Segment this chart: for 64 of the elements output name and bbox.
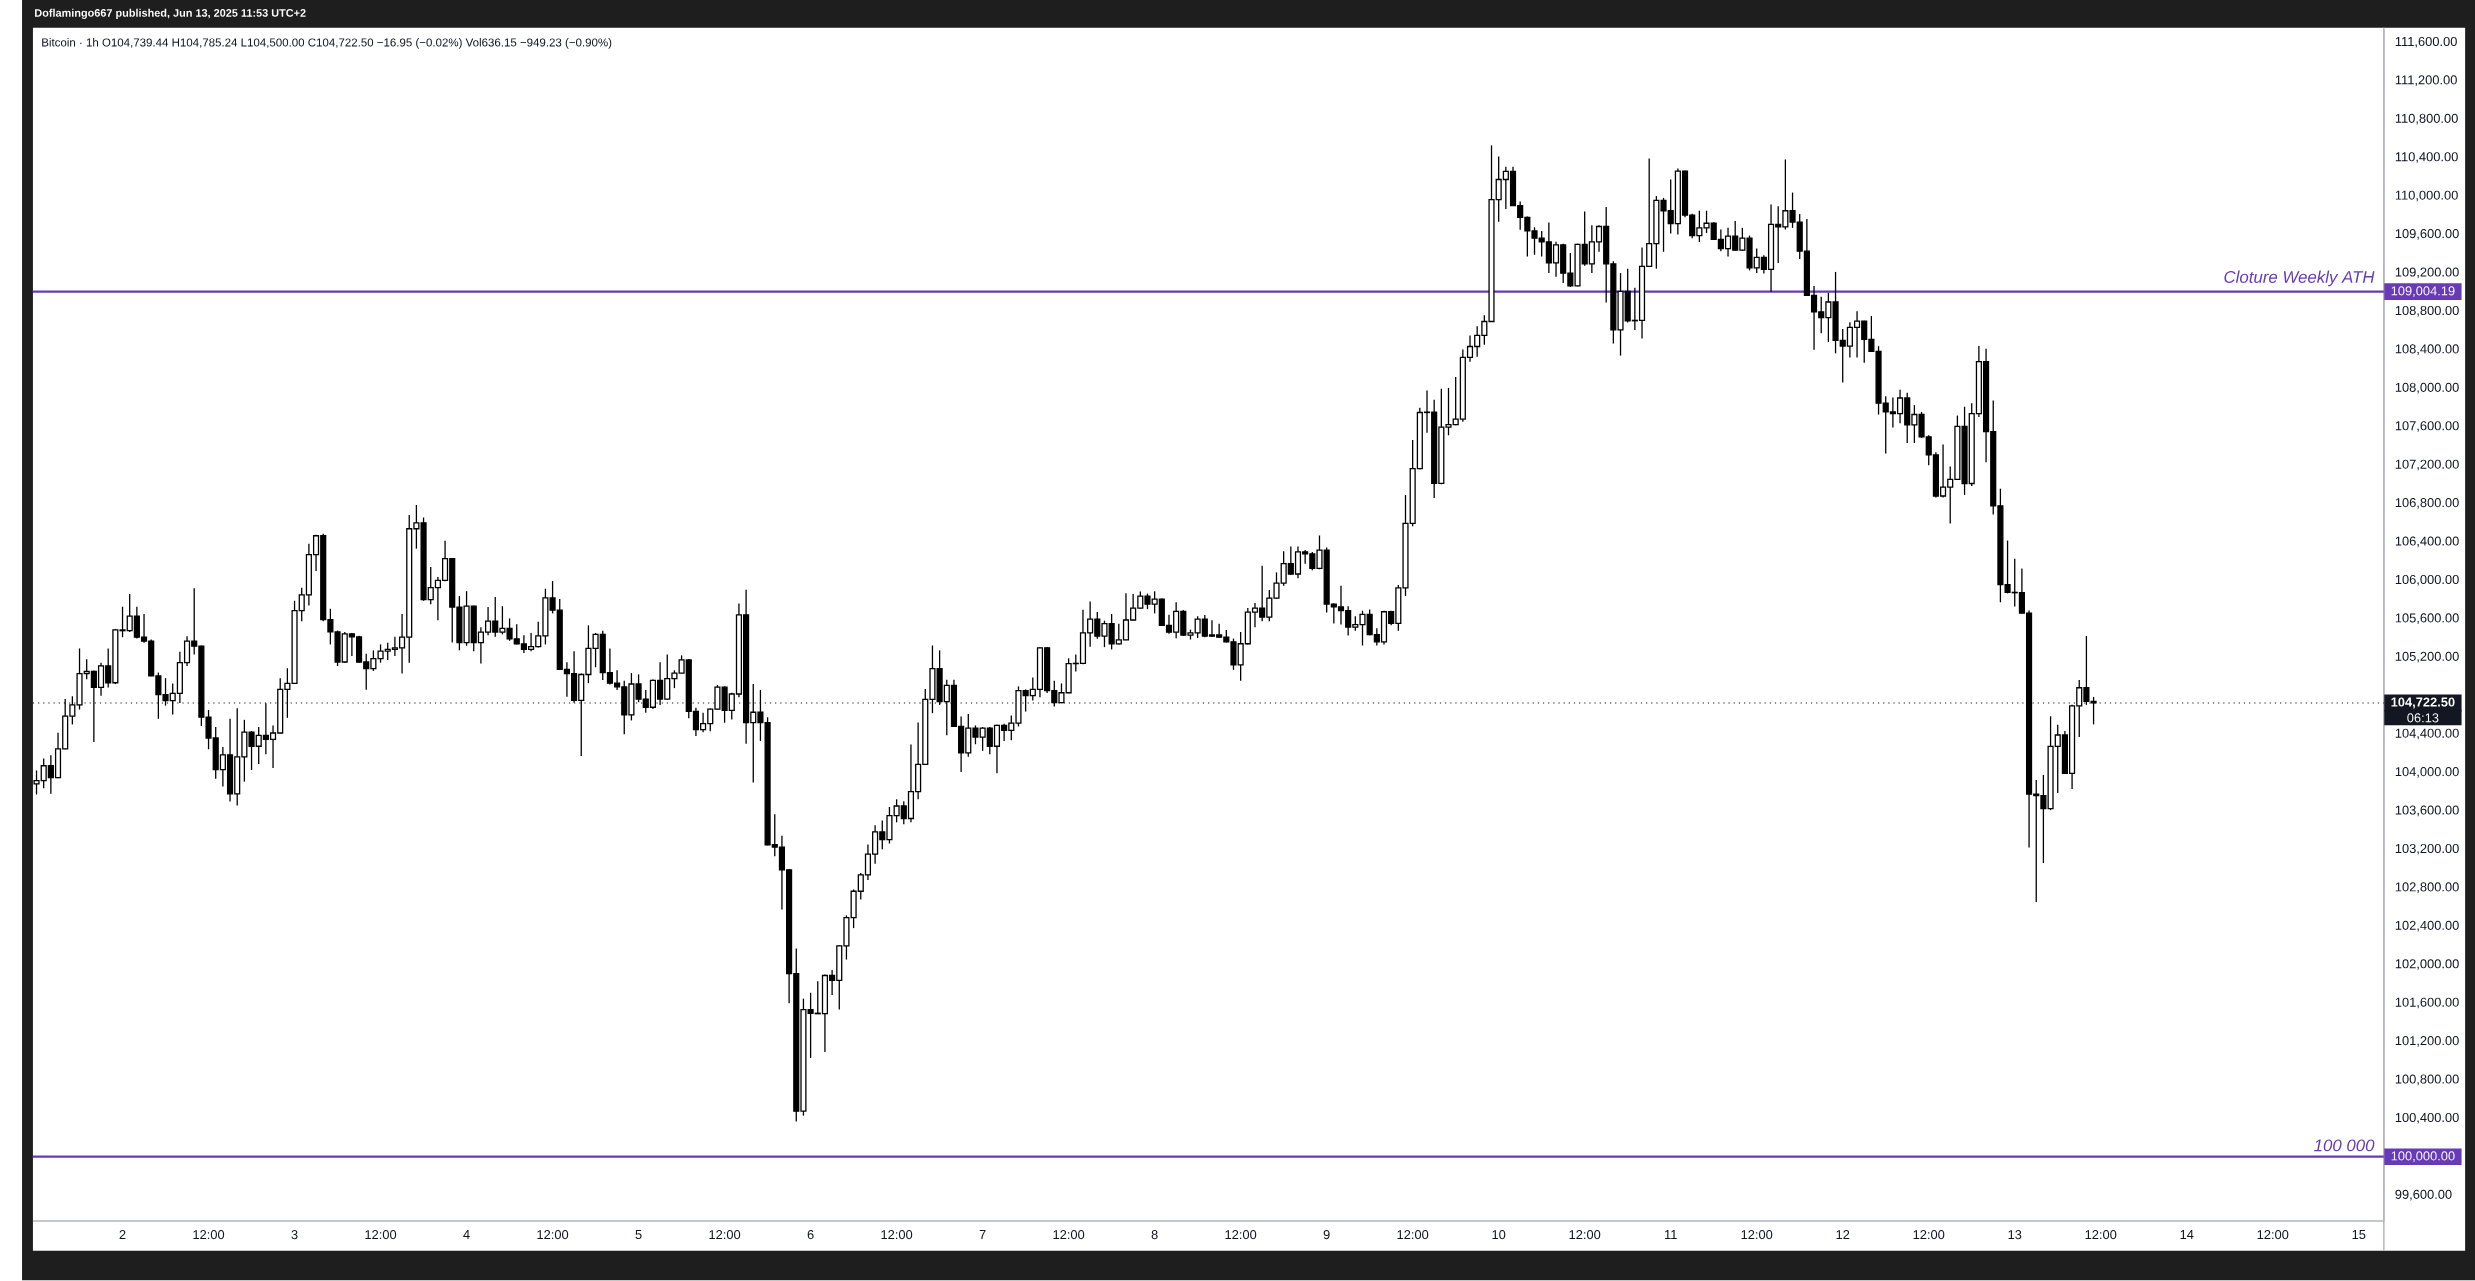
x-tick-label: 12	[1836, 1230, 1850, 1240]
x-tick-label: 2	[119, 1230, 126, 1240]
x-tick-label: 3	[291, 1230, 298, 1240]
ref-line-label: Cloture Weekly ATH	[2224, 270, 2375, 287]
x-tick-label: 7	[979, 1230, 986, 1240]
y-tick-label: 109,200.00	[2395, 267, 2459, 279]
ref-line-label: 104,722.50	[2391, 697, 2455, 709]
y-tick-label: 109,600.00	[2395, 229, 2459, 240]
text: 109,004.19	[2391, 286, 2455, 298]
y-tick-label: 103,200.00	[2395, 844, 2459, 855]
y-tick-label: 106,800.00	[2395, 498, 2459, 509]
x-tick-label: 12:00	[1053, 1230, 1085, 1240]
x-tick-label: 12:00	[537, 1230, 569, 1240]
y-tick-label: 100,800.00	[2395, 1074, 2459, 1086]
x-tick-label: 10	[1492, 1230, 1506, 1240]
x-tick-label: 12:00	[1741, 1230, 1773, 1240]
x-tick-label: 6	[807, 1230, 814, 1240]
x-tick-label: 8	[1151, 1230, 1158, 1240]
y-tick-label: 101,200.00	[2395, 1036, 2459, 1047]
text: 06:13	[2407, 713, 2439, 723]
y-tick-label: 99,600.00	[2395, 1190, 2452, 1201]
y-tick-label: 105,200.00	[2395, 652, 2459, 663]
x-tick-label: 12:00	[193, 1230, 225, 1240]
x-tick-label: 12:00	[1397, 1230, 1429, 1240]
y-tick-label: 100,400.00	[2395, 1113, 2459, 1124]
y-tick-label: 107,600.00	[2395, 421, 2459, 433]
x-tick-label: 4	[463, 1230, 470, 1240]
text: 100,000.00	[2391, 1151, 2455, 1163]
y-tick-label: 111,200.00	[2395, 75, 2457, 87]
x-tick-label: 12:00	[2085, 1230, 2117, 1240]
x-tick-label: 15	[2352, 1230, 2366, 1240]
x-tick-label: 12:00	[365, 1230, 397, 1240]
y-tick-label: 110,000.00	[2395, 190, 2458, 202]
y-tick-label: 102,800.00	[2395, 882, 2459, 894]
x-tick-label: 11	[1665, 1230, 1677, 1240]
y-tick-label: 101,600.00	[2395, 997, 2459, 1009]
x-tick-label: 12:00	[881, 1230, 913, 1240]
text: Bitcoin · 1h O104,739.44 H104,785.24 L104,500.00 C104,722.50 −16.95 (−0.02%) Vol636.15 −949.23 (−0.90%)	[42, 38, 612, 50]
x-tick-label: 9	[1323, 1230, 1330, 1240]
y-tick-label: 102,000.00	[2395, 959, 2459, 971]
y-tick-label: 106,400.00	[2395, 536, 2459, 548]
y-tick-label: 107,200.00	[2395, 459, 2459, 471]
y-tick-label: 104,000.00	[2395, 767, 2459, 778]
y-tick-label: 110,800.00	[2395, 114, 2458, 125]
y-tick-label: 110,400.00	[2395, 152, 2458, 164]
y-tick-label: 104,400.00	[2395, 728, 2459, 740]
y-tick-label: 102,400.00	[2395, 921, 2459, 932]
chart-subtitle: Doflamingo667 published, Jun 13, 2025 11:53 UTC+2	[35, 9, 306, 20]
y-tick-label: 103,600.00	[2395, 805, 2459, 817]
y-tick-label: 111,600.00	[2395, 37, 2457, 48]
y-tick-label: 108,400.00	[2395, 344, 2459, 356]
y-tick-label: 108,000.00	[2395, 383, 2459, 394]
ref-line-label: 100 000	[2314, 1139, 2375, 1152]
x-tick-label: 5	[635, 1230, 642, 1240]
x-tick-label: 13	[2008, 1230, 2022, 1240]
y-tick-label: 108,800.00	[2395, 306, 2459, 317]
x-tick-label: 12:00	[1913, 1230, 1945, 1240]
x-tick-label: 12:00	[2257, 1230, 2289, 1240]
y-tick-label: 106,000.00	[2395, 575, 2459, 586]
x-tick-label: 12:00	[1569, 1230, 1601, 1240]
x-tick-label: 12:00	[1225, 1230, 1257, 1240]
y-tick-label: 105,600.00	[2395, 613, 2459, 625]
x-tick-label: 14	[2180, 1230, 2194, 1240]
x-tick-label: 12:00	[709, 1230, 741, 1240]
